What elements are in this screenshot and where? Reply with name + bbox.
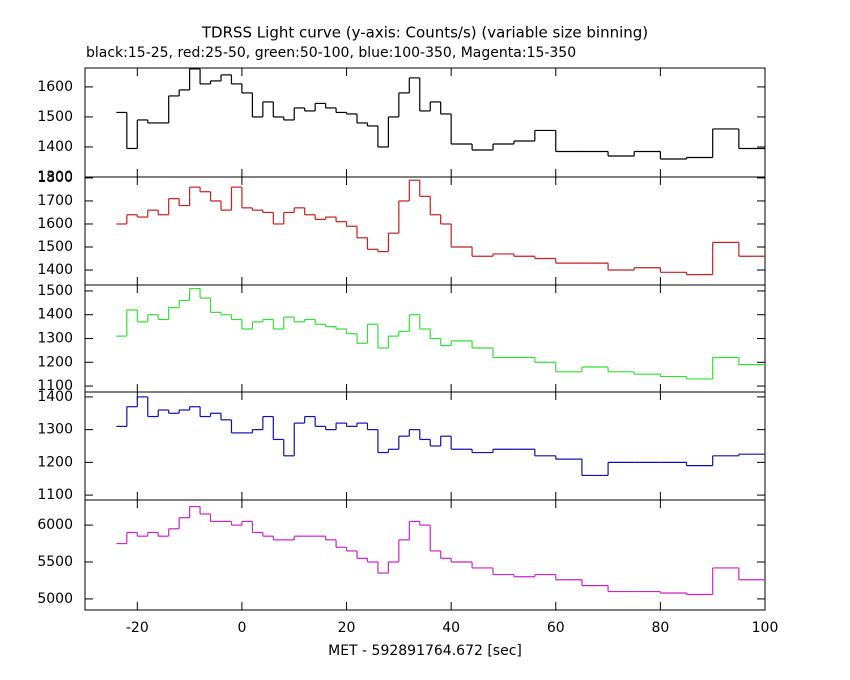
- x-tick-label: 0: [237, 620, 246, 636]
- y-tick-label: 1200: [37, 354, 73, 370]
- x-tick-label: 20: [338, 620, 356, 636]
- x-axis-label: MET - 592891764.672 [sec]: [328, 643, 522, 659]
- panel-frame: [84, 176, 766, 286]
- y-tick-label: 5000: [37, 591, 73, 607]
- y-tick-label: 1400: [37, 139, 73, 155]
- y-tick-label: 1400: [37, 389, 73, 405]
- panel-frame: [84, 499, 766, 611]
- y-tick-label: 1800: [37, 170, 73, 186]
- x-tick-label: 80: [651, 620, 669, 636]
- y-tick-label: 1600: [37, 79, 73, 95]
- y-tick-label: 1500: [37, 109, 73, 125]
- y-tick-label: 1700: [37, 193, 73, 209]
- y-tick-label: 1300: [37, 169, 73, 185]
- y-tick-label: 1300: [37, 331, 73, 347]
- y-tick-label: 6000: [37, 517, 73, 533]
- x-tick-label: 40: [442, 620, 460, 636]
- y-tick-label: 5500: [37, 554, 73, 570]
- y-tick-label: 1200: [37, 454, 73, 470]
- y-tick-label: 1500: [37, 283, 73, 299]
- panel-frame: [84, 391, 766, 501]
- x-tick-label: 60: [547, 620, 565, 636]
- y-tick-label: 1500: [37, 239, 73, 255]
- panel-frame: [84, 67, 766, 178]
- x-tick-label: 100: [752, 620, 779, 636]
- chart-title: TDRSS Light curve (y-axis: Counts/s) (va…: [201, 24, 648, 42]
- y-tick-label: 1400: [37, 307, 73, 323]
- y-tick-label: 1100: [37, 487, 73, 503]
- y-tick-label: 1400: [37, 262, 73, 278]
- chart-subtitle: black:15-25, red:25-50, green:50-100, bl…: [86, 45, 576, 61]
- y-tick-label: 1100: [37, 378, 73, 394]
- y-tick-label: 1300: [37, 422, 73, 438]
- x-tick-label: -20: [126, 620, 149, 636]
- y-tick-label: 1600: [37, 216, 73, 232]
